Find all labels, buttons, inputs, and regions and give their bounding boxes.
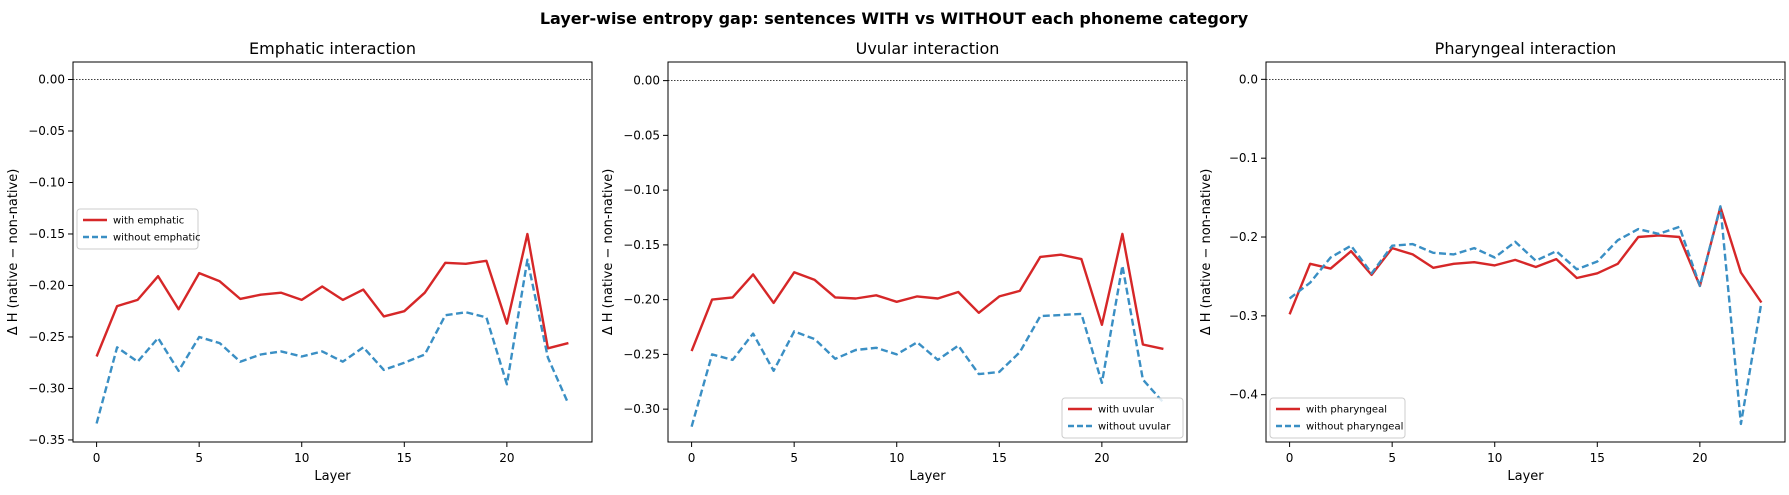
y-tick-label: 0.0 <box>1239 72 1258 86</box>
y-axis-label: Δ H (native − non-native) <box>601 169 616 336</box>
y-tick-label: −0.3 <box>1229 309 1258 323</box>
x-axis-label: Layer <box>909 469 946 484</box>
legend: with emphatic without emphatic <box>76 208 201 250</box>
series-line-without <box>1288 205 1763 426</box>
x-tick-label: 5 <box>1388 451 1396 465</box>
series-line-without <box>690 264 1165 428</box>
x-tick-label: 10 <box>294 451 309 465</box>
y-tick-label: −0.10 <box>623 183 660 197</box>
axes-frame <box>667 61 1188 443</box>
y-tick-label: −0.20 <box>623 293 660 307</box>
legend-entry: with emphatic <box>113 216 184 227</box>
x-tick-label: 20 <box>1094 451 1109 465</box>
x-tick-label: 20 <box>499 451 514 465</box>
y-tick-label: −0.15 <box>28 227 65 241</box>
y-tick-label: 0.00 <box>633 74 660 88</box>
legend: with pharyngeal without pharyngeal <box>1269 397 1406 439</box>
axes-frame <box>1265 61 1786 443</box>
y-tick-label: −0.05 <box>28 124 65 138</box>
y-tick-label: −0.25 <box>28 330 65 344</box>
series-line-with <box>1288 205 1763 315</box>
x-axis-label: Layer <box>1507 469 1544 484</box>
y-tick-label: −0.30 <box>623 402 660 416</box>
y-axis-label: Δ H (native − non-native) <box>6 169 21 336</box>
axes-frame <box>72 61 593 443</box>
chart-panel-1: Emphatic interaction 0 5 10 15 20 0.00 −0.05 −0.… <box>6 39 593 484</box>
legend-entry: without uvular <box>1098 422 1171 433</box>
x-tick-label: 0 <box>93 451 101 465</box>
legend-entry: with pharyngeal <box>1306 405 1387 416</box>
x-tick-label: 15 <box>1590 451 1605 465</box>
x-tick-label: 5 <box>790 451 798 465</box>
y-tick-label: −0.2 <box>1229 230 1258 244</box>
x-axis-label: Layer <box>314 469 351 484</box>
series-line-with <box>95 232 569 357</box>
figure-suptitle: Layer-wise entropy gap: sentences WITH v… <box>540 9 1249 28</box>
y-tick-label: −0.30 <box>28 381 65 395</box>
x-tick-label: 0 <box>1286 451 1294 465</box>
panel-title: Uvular interaction <box>856 39 1000 58</box>
chart-panel-2: Uvular interaction 0 5 10 15 20 0.00 −0.05 −0.10… <box>601 39 1188 484</box>
legend-entry: without pharyngeal <box>1306 422 1403 433</box>
series-line-without <box>95 258 570 424</box>
x-tick-label: 0 <box>688 451 696 465</box>
y-tick-label: −0.20 <box>28 278 65 292</box>
y-tick-label: −0.1 <box>1229 151 1258 165</box>
x-tick-label: 10 <box>1487 451 1502 465</box>
series-line-with <box>690 232 1164 352</box>
x-tick-label: 20 <box>1692 451 1707 465</box>
y-tick-label: 0.00 <box>38 73 65 87</box>
y-axis-label: Δ H (native − non-native) <box>1199 169 1214 336</box>
legend-entry: without emphatic <box>113 233 201 244</box>
legend-box <box>1269 397 1406 439</box>
y-tick-label: −0.05 <box>623 128 660 142</box>
legend-box <box>76 208 199 250</box>
y-tick-label: −0.35 <box>28 433 65 447</box>
x-tick-label: 10 <box>889 451 904 465</box>
y-tick-label: −0.15 <box>623 238 660 252</box>
x-tick-label: 15 <box>992 451 1007 465</box>
legend: with uvular without uvular <box>1061 397 1184 439</box>
y-tick-label: −0.10 <box>28 175 65 189</box>
x-tick-label: 15 <box>397 451 412 465</box>
legend-entry: with uvular <box>1098 405 1155 416</box>
chart-panel-3: Pharyngeal interaction 0 5 10 15 20 0.0 −0.1 −0.… <box>1199 39 1786 484</box>
panel-title: Pharyngeal interaction <box>1435 39 1617 58</box>
legend-box <box>1061 397 1184 439</box>
panel-title: Emphatic interaction <box>249 39 416 58</box>
x-tick-label: 5 <box>195 451 203 465</box>
y-tick-label: −0.4 <box>1229 388 1258 402</box>
y-tick-label: −0.25 <box>623 347 660 361</box>
